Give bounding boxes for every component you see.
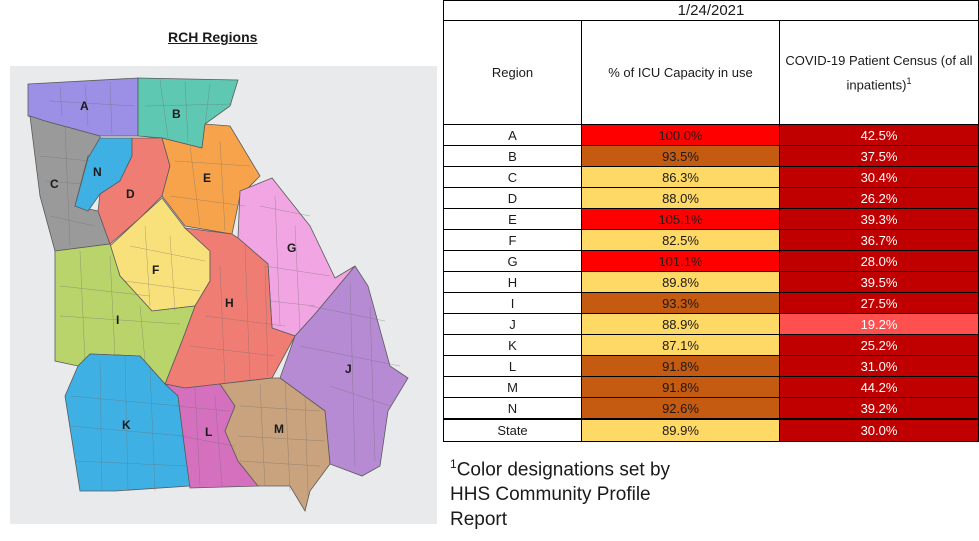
map-title: RCH Regions bbox=[168, 29, 258, 45]
region-label-a: A bbox=[80, 99, 89, 113]
cell-patient-census: 25.2% bbox=[779, 334, 979, 356]
cell-icu-capacity: 93.5% bbox=[581, 145, 780, 167]
table-row-state: State 89.9% 30.0% bbox=[443, 418, 979, 442]
cell-icu-capacity: 89.9% bbox=[581, 418, 780, 442]
cell-region: E bbox=[443, 208, 582, 230]
cell-region: N bbox=[443, 397, 582, 420]
cell-patient-census: 27.5% bbox=[779, 292, 979, 314]
cell-icu-capacity: 101.1% bbox=[581, 250, 780, 272]
cell-icu-capacity: 89.8% bbox=[581, 271, 780, 293]
region-label-l: L bbox=[205, 425, 212, 439]
cell-icu-capacity: 92.6% bbox=[581, 397, 780, 420]
cell-region: D bbox=[443, 187, 582, 209]
table-row: H 89.8% 39.5% bbox=[443, 271, 979, 293]
region-m-shape bbox=[219, 377, 331, 513]
cell-patient-census: 28.0% bbox=[779, 250, 979, 272]
county-lines bbox=[39, 79, 401, 497]
cell-icu-capacity: 86.3% bbox=[581, 166, 780, 188]
cell-patient-census: 26.2% bbox=[779, 187, 979, 209]
cell-patient-census: 39.5% bbox=[779, 271, 979, 293]
cell-region: G bbox=[443, 250, 582, 272]
region-label-c: C bbox=[50, 177, 59, 191]
table-row: D 88.0% 26.2% bbox=[443, 187, 979, 209]
table-row: G 101.1% 28.0% bbox=[443, 250, 979, 272]
cell-icu-capacity: 88.9% bbox=[581, 313, 780, 335]
table-row: N 92.6% 39.2% bbox=[443, 397, 979, 420]
table-row: C 86.3% 30.4% bbox=[443, 166, 979, 188]
cell-region: C bbox=[443, 166, 582, 188]
icu-capacity-table: 1/24/2021 Region % of ICU Capacity in us… bbox=[443, 0, 979, 442]
region-label-g: G bbox=[287, 241, 296, 255]
cell-icu-capacity: 105.1% bbox=[581, 208, 780, 230]
cell-patient-census: 37.5% bbox=[779, 145, 979, 167]
region-j-shape bbox=[279, 265, 409, 477]
region-label-k: K bbox=[122, 418, 131, 432]
region-label-d: D bbox=[126, 187, 135, 201]
cell-region: H bbox=[443, 271, 582, 293]
region-label-n: N bbox=[93, 165, 102, 179]
header-patient-census-label: COVID-19 Patient Census (of all inpatien… bbox=[785, 52, 973, 93]
header-footnote-marker: 1 bbox=[906, 75, 912, 86]
table-row: E 105.1% 39.3% bbox=[443, 208, 979, 230]
cell-patient-census: 30.4% bbox=[779, 166, 979, 188]
table-row: J 88.9% 19.2% bbox=[443, 313, 979, 335]
cell-region: K bbox=[443, 334, 582, 356]
report-date: 1/24/2021 bbox=[443, 0, 979, 21]
table-row: A 100.0% 42.5% bbox=[443, 124, 979, 146]
cell-patient-census: 39.3% bbox=[779, 208, 979, 230]
cell-region: I bbox=[443, 292, 582, 314]
cell-region: B bbox=[443, 145, 582, 167]
header-region: Region bbox=[443, 20, 582, 125]
cell-icu-capacity: 82.5% bbox=[581, 229, 780, 251]
cell-region: State bbox=[443, 418, 582, 442]
cell-patient-census: 44.2% bbox=[779, 376, 979, 398]
table-row: M 91.8% 44.2% bbox=[443, 376, 979, 398]
cell-icu-capacity: 93.3% bbox=[581, 292, 780, 314]
cell-icu-capacity: 87.1% bbox=[581, 334, 780, 356]
footnote-marker: 1 bbox=[450, 457, 457, 471]
cell-region: A bbox=[443, 124, 582, 146]
region-label-m: M bbox=[274, 422, 284, 436]
cell-icu-capacity: 88.0% bbox=[581, 187, 780, 209]
cell-patient-census: 39.2% bbox=[779, 397, 979, 420]
cell-region: L bbox=[443, 355, 582, 377]
cell-region: J bbox=[443, 313, 582, 335]
region-label-j: J bbox=[345, 362, 352, 376]
table-row: F 82.5% 36.7% bbox=[443, 229, 979, 251]
cell-region: M bbox=[443, 376, 582, 398]
table-row: I 93.3% 27.5% bbox=[443, 292, 979, 314]
column-header-row: Region % of ICU Capacity in use COVID-19… bbox=[443, 20, 979, 125]
region-label-b: B bbox=[172, 107, 181, 121]
region-i-shape bbox=[54, 243, 196, 385]
cell-patient-census: 31.0% bbox=[779, 355, 979, 377]
georgia-region-map: A B C N D E G F H I J K L M bbox=[10, 66, 437, 524]
cell-patient-census: 36.7% bbox=[779, 229, 979, 251]
cell-icu-capacity: 91.8% bbox=[581, 355, 780, 377]
cell-icu-capacity: 100.0% bbox=[581, 124, 780, 146]
footnote: 1Color designations set by HHS Community… bbox=[450, 452, 710, 532]
table-row: B 93.5% 37.5% bbox=[443, 145, 979, 167]
footnote-text: Color designations set by HHS Community … bbox=[450, 459, 671, 531]
cell-patient-census: 19.2% bbox=[779, 313, 979, 335]
cell-patient-census: 30.0% bbox=[779, 418, 979, 442]
table-row: L 91.8% 31.0% bbox=[443, 355, 979, 377]
cell-icu-capacity: 91.8% bbox=[581, 376, 780, 398]
date-header-row: 1/24/2021 bbox=[443, 0, 979, 21]
region-label-e: E bbox=[203, 171, 211, 185]
table-body: A 100.0% 42.5% B 93.5% 37.5% C 86.3% 30.4% D 88.0%… bbox=[443, 124, 979, 420]
header-patient-census: COVID-19 Patient Census (of all inpatien… bbox=[779, 20, 979, 125]
cell-region: F bbox=[443, 229, 582, 251]
table-row: K 87.1% 25.2% bbox=[443, 334, 979, 356]
region-label-i: I bbox=[116, 313, 119, 327]
header-icu-capacity: % of ICU Capacity in use bbox=[581, 20, 780, 125]
cell-patient-census: 42.5% bbox=[779, 124, 979, 146]
region-label-f: F bbox=[152, 263, 159, 277]
region-label-h: H bbox=[225, 296, 234, 310]
